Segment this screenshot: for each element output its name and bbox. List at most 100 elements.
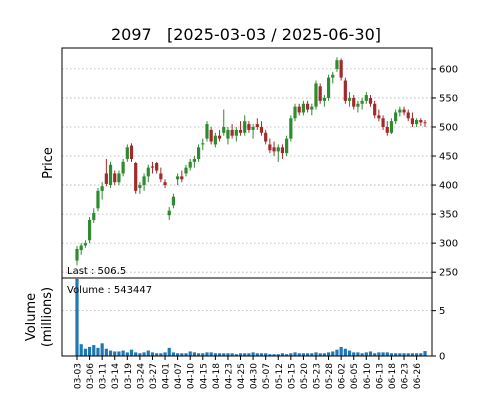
- volume-bar: [356, 352, 360, 356]
- y-tick-label: 450: [439, 152, 458, 163]
- volume-bar: [360, 353, 364, 356]
- volume-bar: [196, 353, 201, 356]
- volume-bar: [301, 353, 306, 356]
- candle-body: [209, 129, 213, 142]
- candle-body: [196, 147, 201, 159]
- volume-bar: [272, 354, 276, 356]
- candle-body: [264, 132, 268, 142]
- volume-bar: [373, 353, 377, 356]
- x-tick-label: 05-20: [300, 363, 310, 389]
- candle-body: [96, 190, 100, 209]
- candle-body: [352, 97, 356, 107]
- volume-bar: [192, 352, 196, 356]
- volume-bar: [419, 353, 423, 356]
- candle-body: [247, 124, 251, 130]
- candle-body: [180, 176, 184, 180]
- volume-bar: [213, 353, 217, 356]
- volume-bar: [113, 351, 117, 356]
- volume-bar: [352, 352, 356, 356]
- candle-body: [92, 212, 96, 220]
- volume-bar: [310, 353, 314, 356]
- y-tick-label: 5: [439, 306, 445, 317]
- volume-bar: [389, 353, 394, 356]
- x-tick-label: 04-23: [224, 363, 234, 389]
- volume-label: Volume : 543447: [67, 285, 152, 296]
- volume-bar: [117, 351, 121, 356]
- x-tick-label: 06-13: [375, 363, 385, 389]
- candle-body: [326, 77, 331, 98]
- candle-body: [121, 161, 125, 174]
- x-tick-label: 06-05: [350, 363, 360, 389]
- y-tick-label: 300: [439, 239, 458, 250]
- x-tick-label: 05-23: [312, 363, 322, 389]
- candle-body: [117, 173, 121, 183]
- x-tick-label: 03-19: [124, 363, 134, 389]
- volume-bar: [79, 344, 83, 356]
- volume-bar: [176, 353, 180, 356]
- candle-body: [167, 210, 171, 216]
- candle-body: [356, 103, 360, 107]
- volume-bar: [293, 352, 297, 356]
- candle-body: [138, 185, 142, 188]
- x-tick-label: 04-15: [199, 363, 209, 389]
- volume-bar: [146, 350, 150, 356]
- volume-bar: [92, 345, 96, 356]
- candle-body: [205, 124, 209, 139]
- candle-body: [406, 112, 410, 119]
- volume-bar: [285, 354, 289, 356]
- volume-bar: [289, 353, 293, 356]
- x-tick-label: 03-06: [86, 363, 96, 389]
- x-tick-label: 06-02: [338, 363, 348, 389]
- volume-bar: [423, 351, 427, 356]
- candle-body: [226, 129, 230, 139]
- x-tick-label: 06-23: [401, 363, 411, 389]
- volume-bar: [398, 353, 402, 356]
- volume-bar: [205, 352, 209, 356]
- x-tick-label: 04-07: [174, 363, 184, 389]
- volume-axis-label: (millions): [40, 287, 55, 347]
- candle-body: [188, 161, 192, 168]
- volume-bar: [230, 353, 234, 356]
- volume-bar: [243, 353, 247, 356]
- candle-body: [347, 97, 352, 101]
- candle-body: [272, 147, 276, 152]
- candle-body: [297, 106, 301, 113]
- candle-body: [394, 112, 398, 122]
- volume-bar: [322, 353, 326, 356]
- volume-bar: [142, 352, 146, 356]
- volume-bar: [264, 353, 268, 356]
- candle-body: [146, 167, 150, 177]
- volume-bar: [222, 353, 226, 356]
- volume-bar: [100, 343, 104, 356]
- candle-body: [192, 158, 196, 162]
- x-tick-label: 04-25: [237, 363, 247, 389]
- candle-body: [276, 147, 280, 152]
- volume-bar: [331, 351, 335, 356]
- volume-bar: [238, 353, 243, 356]
- candle-body: [171, 196, 176, 206]
- volume-bar: [83, 348, 87, 356]
- x-tick-label: 03-24: [136, 363, 146, 389]
- candle-body: [377, 115, 381, 119]
- x-tick-label: 06-18: [388, 363, 398, 389]
- candle-body: [268, 144, 272, 151]
- y-axis-label: Price: [41, 147, 56, 179]
- x-tick-label: 04-10: [187, 363, 197, 389]
- chart-title: 2097 [2025-03-03 / 2025-06-30]: [111, 25, 381, 44]
- volume-bar: [163, 352, 167, 356]
- volume-bar: [306, 353, 310, 356]
- volume-bar: [347, 350, 352, 356]
- volume-bar: [343, 348, 347, 356]
- candle-body: [285, 138, 289, 154]
- candle-body: [259, 126, 264, 133]
- last-label: Last : 506.5: [67, 266, 126, 277]
- candle-body: [310, 106, 314, 110]
- candle-body: [255, 124, 259, 127]
- candle-body: [322, 97, 326, 101]
- volume-bar: [180, 353, 184, 356]
- candle-body: [243, 121, 247, 133]
- candle-body: [163, 182, 167, 186]
- candle-body: [159, 173, 163, 180]
- volume-frame: [61, 277, 433, 357]
- volume-bar: [381, 352, 385, 356]
